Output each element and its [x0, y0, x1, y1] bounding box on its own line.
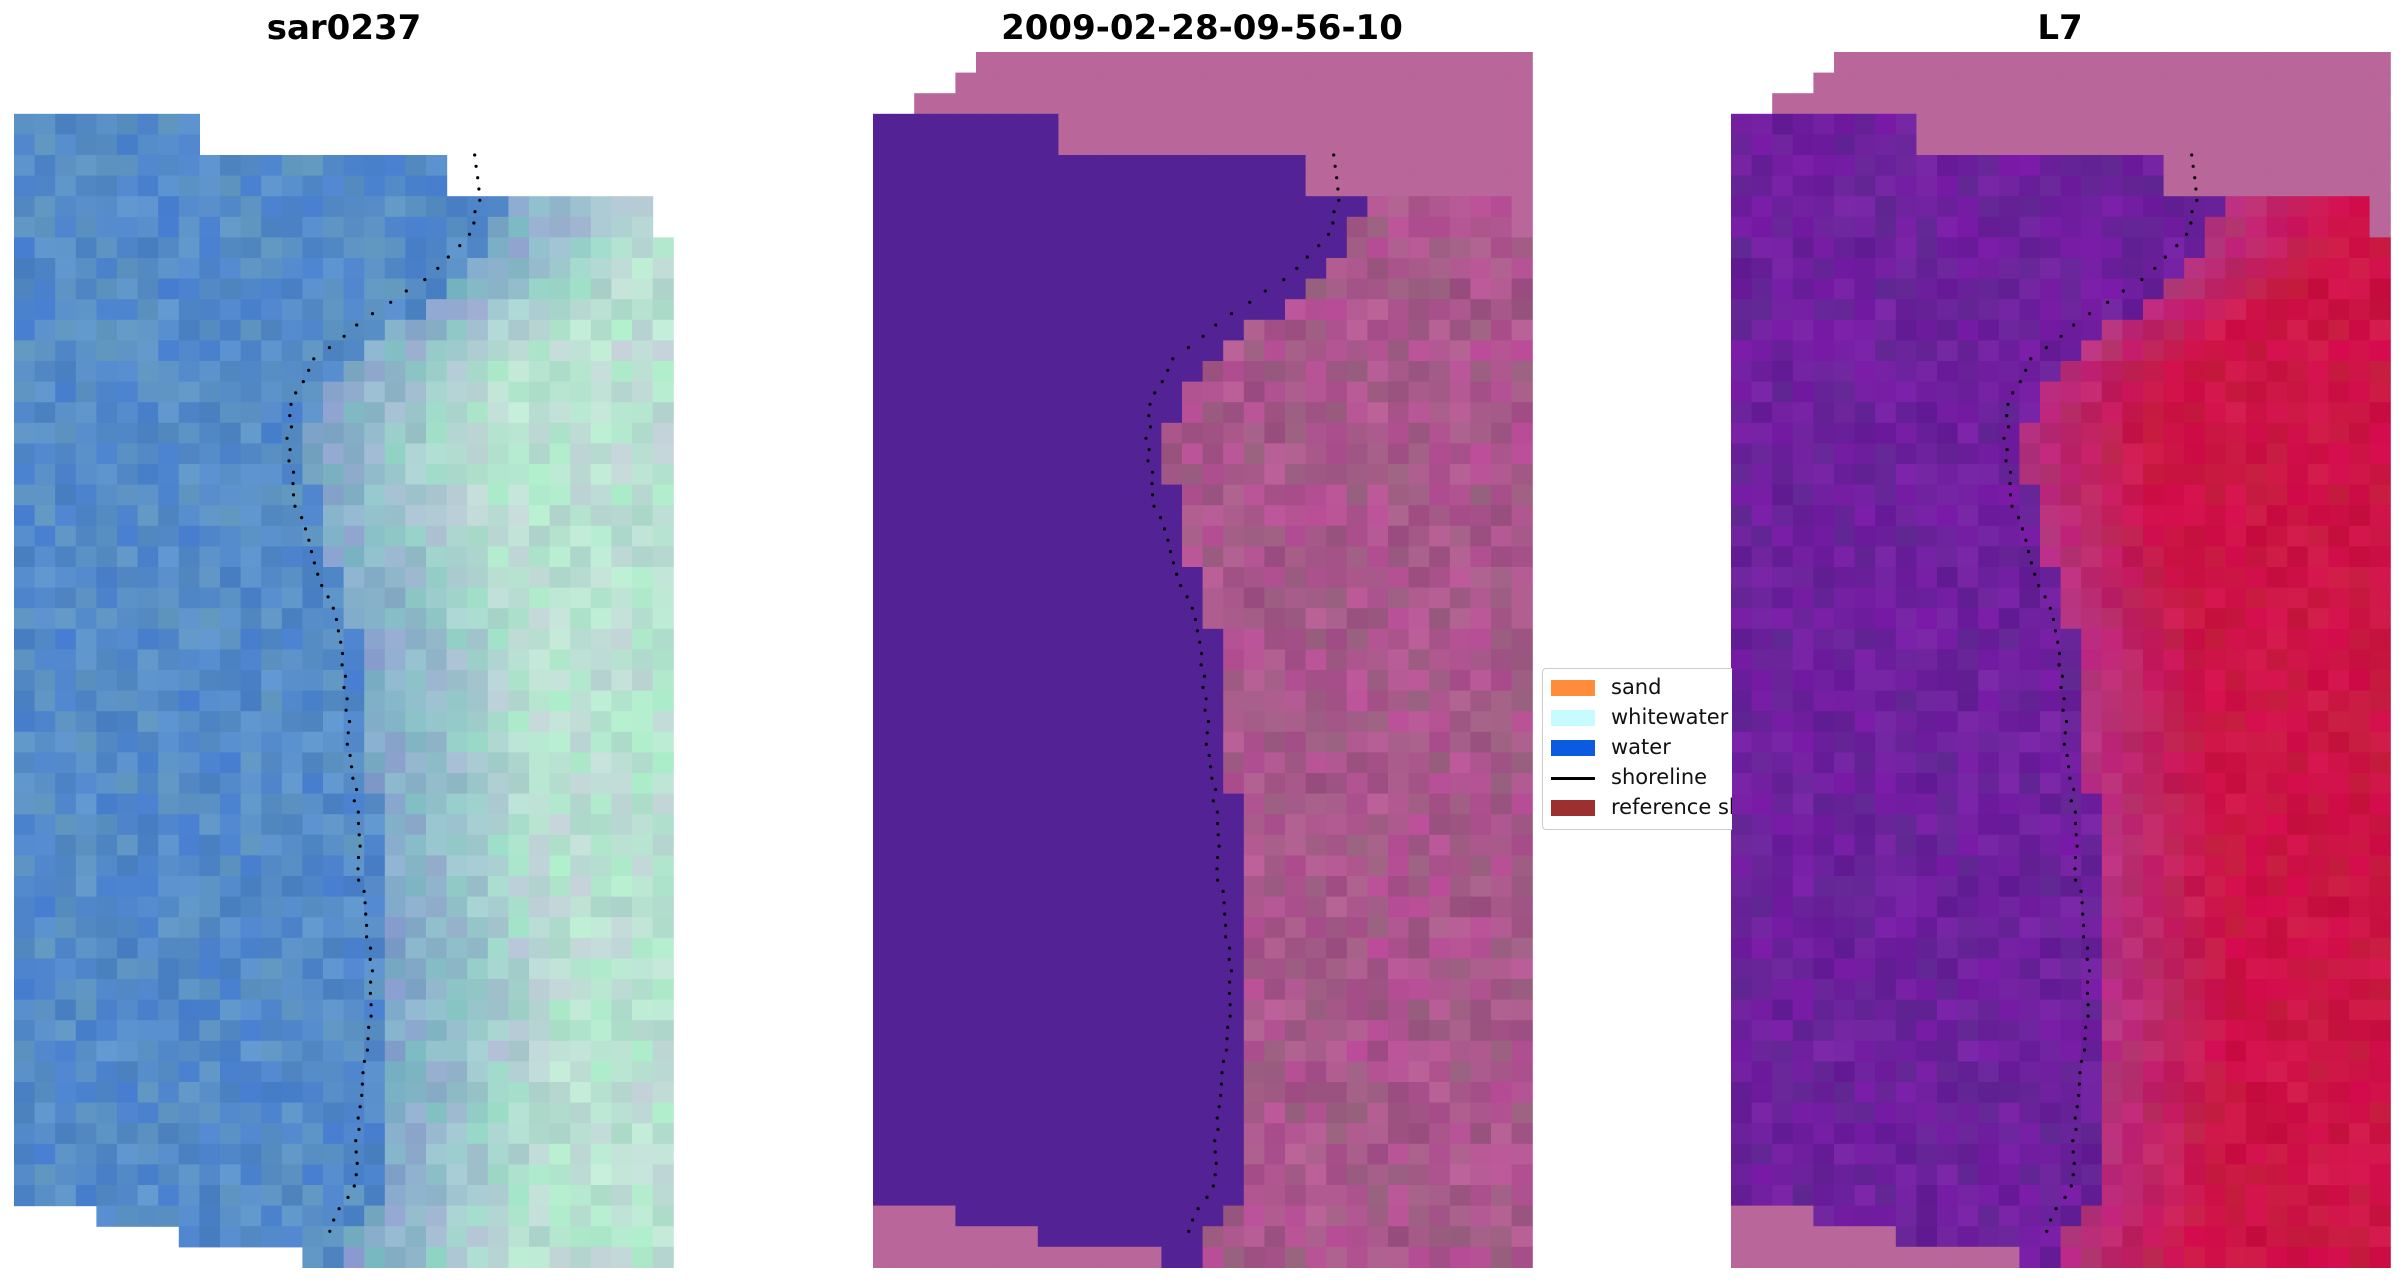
legend-label-reference-shoreline: reference shoreline — [1611, 795, 1732, 819]
shoreline-dots — [1144, 153, 1341, 1233]
legend-label-sand: sand — [1611, 675, 1662, 699]
water-swatch — [1551, 740, 1595, 756]
panel-title-index: L7 — [2037, 8, 2083, 48]
legend-item-water: water — [1543, 733, 1732, 761]
satellite-image-index — [1731, 52, 2393, 1272]
legend-item-shoreline: shoreline — [1543, 763, 1732, 791]
whitewater-swatch — [1551, 710, 1595, 726]
panel-title-rgb: sar0237 — [266, 8, 422, 48]
satellite-image-rgb — [14, 52, 676, 1272]
panel-title-classified: 2009-02-28-09-56-10 — [1001, 8, 1403, 48]
satellite-image-classified — [873, 52, 1535, 1272]
sand-swatch — [1551, 680, 1595, 696]
rgb-image-canvas — [14, 113, 674, 1268]
classified-image-canvas — [873, 52, 1533, 1268]
shoreline-line-sample — [1551, 777, 1595, 780]
shoreline-dots — [285, 153, 482, 1233]
legend-label-shoreline: shoreline — [1611, 765, 1708, 789]
legend-label-water: water — [1611, 735, 1671, 759]
legend-item-reference-shoreline: reference shoreline — [1543, 793, 1732, 821]
shoreline-dots — [2002, 153, 2199, 1233]
legend-item-whitewater: whitewater — [1543, 703, 1732, 731]
legend-label-whitewater: whitewater — [1611, 705, 1729, 729]
reference-shoreline-swatch — [1551, 800, 1595, 816]
index-image-canvas — [1731, 52, 2391, 1268]
legend-item-sand: sand — [1543, 673, 1732, 701]
legend: sand whitewater water shoreline referenc… — [1542, 668, 1732, 830]
